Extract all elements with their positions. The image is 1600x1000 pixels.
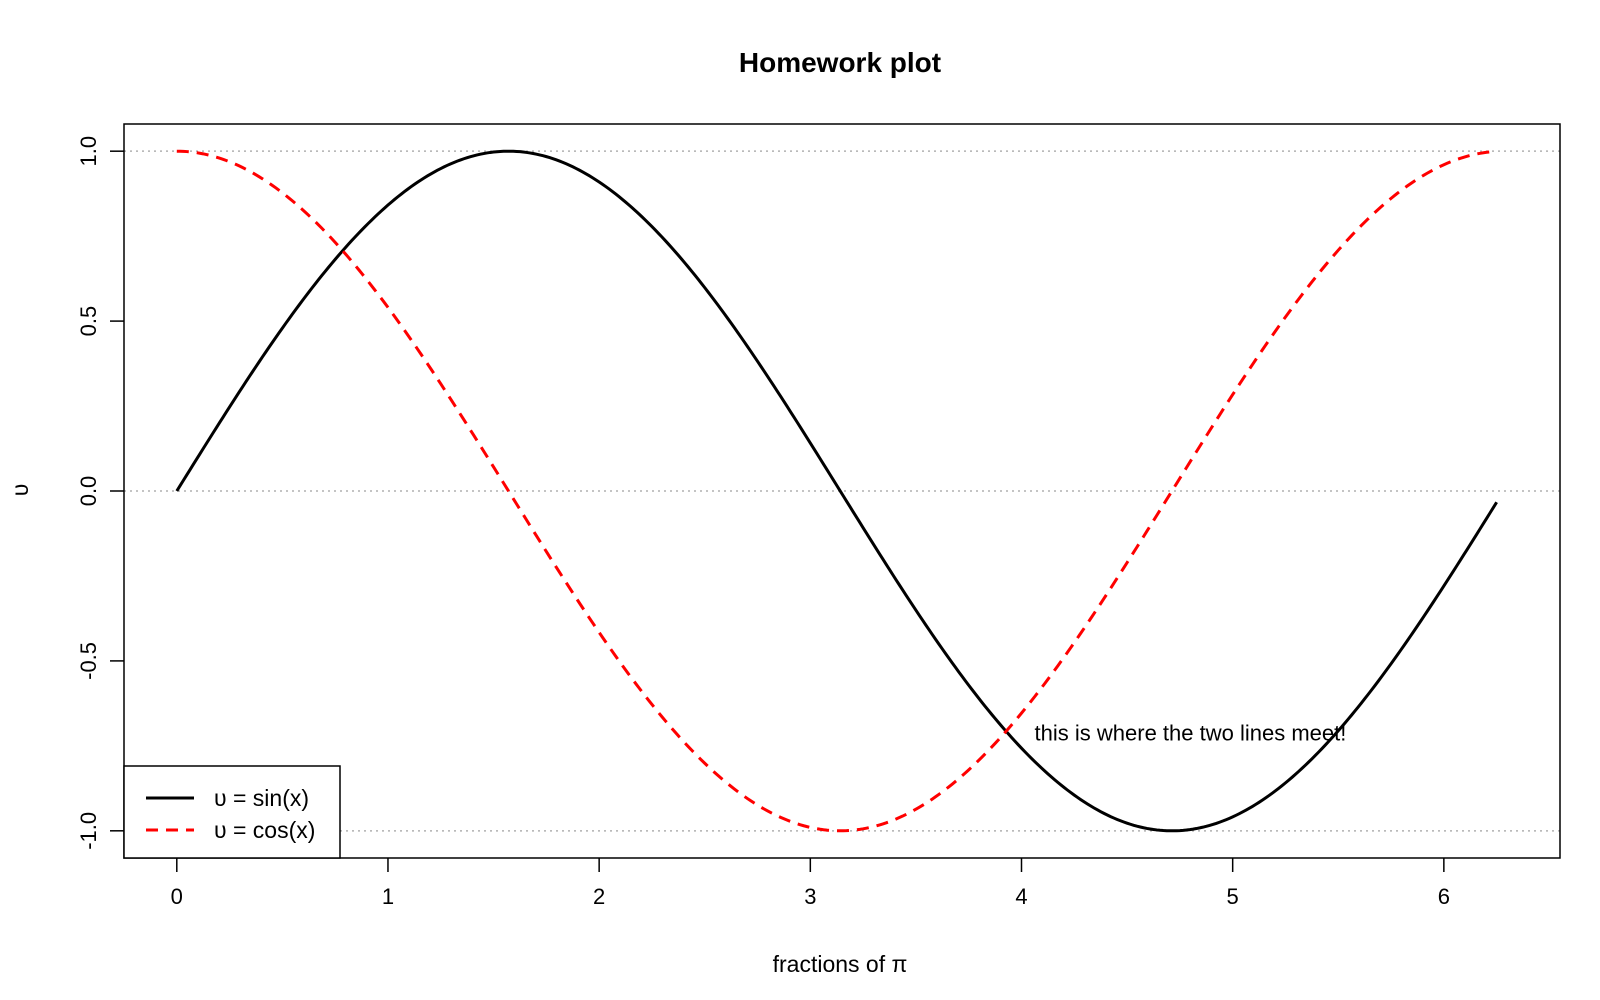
x-tick-label: 1	[382, 884, 394, 909]
y-axis-label: υ	[7, 484, 33, 497]
x-axis-label: fractions of π	[773, 951, 908, 977]
series-line-cos	[176, 149, 1497, 833]
chart-title: Homework plot	[739, 47, 941, 78]
annotations: this is where the two lines meet!	[1035, 720, 1347, 745]
x-tick-label: 5	[1227, 884, 1239, 909]
legend: υ = sin(x) υ = cos(x)	[123, 765, 341, 859]
x-tick-label: 2	[593, 884, 605, 909]
x-tick-label: 6	[1438, 884, 1450, 909]
y-tick-label: -1.0	[76, 812, 101, 850]
y-tick-label: 1.0	[76, 136, 101, 167]
y-tick-label: -0.5	[76, 642, 101, 680]
x-tick-label: 3	[804, 884, 816, 909]
legend-label-cos: υ = cos(x)	[214, 817, 315, 843]
y-tick-label: 0.5	[76, 306, 101, 337]
plot-frame	[123, 123, 1561, 859]
series-group	[175, 149, 1498, 833]
annotation-text: this is where the two lines meet!	[1035, 720, 1347, 745]
legend-box	[123, 765, 341, 859]
x-axis: 0 1 2 3 4 5 6	[171, 858, 1450, 909]
legend-label-sin: υ = sin(x)	[214, 785, 309, 811]
x-tick-label: 0	[171, 884, 183, 909]
y-axis: -1.0 -0.5 0.0 0.5 1.0	[76, 136, 124, 850]
x-tick-label: 4	[1015, 884, 1027, 909]
y-tick-label: 0.0	[76, 476, 101, 507]
series-line-sin	[175, 149, 1498, 833]
